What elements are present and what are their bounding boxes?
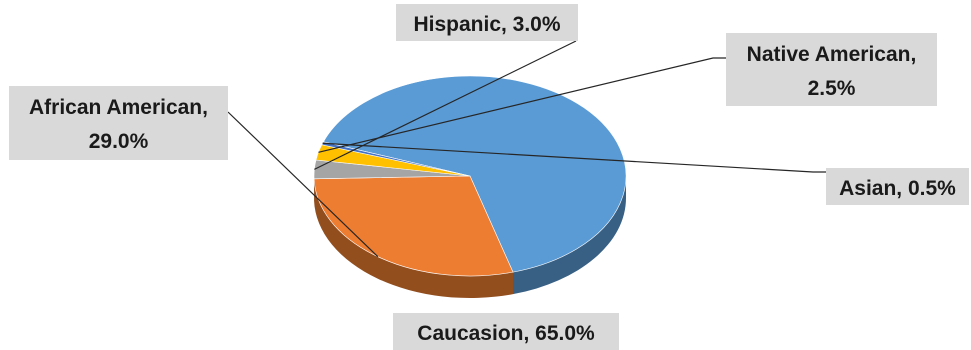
label-box-hispanic (396, 4, 578, 41)
label-box-native-american (726, 33, 937, 106)
leader-lines (227, 40, 826, 258)
leader-line-african-american (227, 111, 379, 258)
label-box-asian (826, 168, 969, 205)
leader-line-hispanic (314, 40, 577, 170)
label-box-african-american (9, 86, 228, 160)
slice-side-caucasion (512, 176, 626, 295)
label-box-caucasion (393, 313, 619, 350)
leader-line-asian (322, 142, 826, 173)
slice-caucasion (322, 75, 627, 273)
data-label-asian: Asian, 0.5% (839, 177, 956, 200)
slice-side-african-american (314, 178, 513, 298)
pie-slices (313, 75, 627, 277)
slice-asian (321, 141, 471, 177)
data-label-african-american: African American, 29.0% (29, 96, 208, 153)
data-label-native-american: Native American, 2.5% (747, 43, 917, 100)
data-label-hispanic: Hispanic, 3.0% (413, 13, 560, 36)
slice-labels: Caucasion, 65.0% African American, 29.0% Hi… (9, 4, 969, 350)
leader-line-native-american (318, 57, 726, 153)
data-label-caucasion: Caucasion, 65.0% (417, 322, 595, 345)
